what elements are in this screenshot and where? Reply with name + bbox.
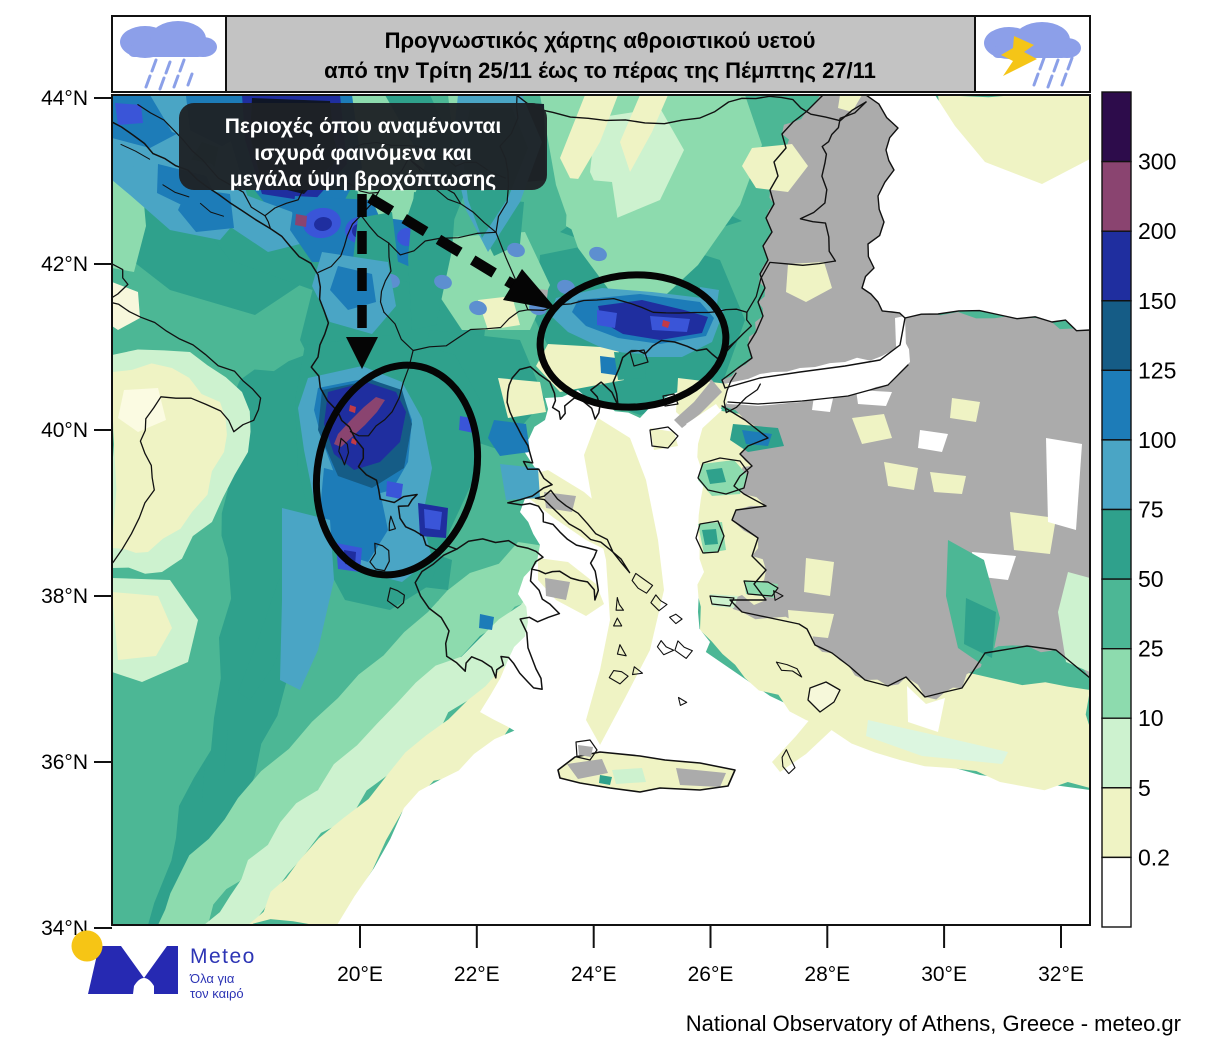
svg-text:20°E: 20°E xyxy=(337,963,383,986)
svg-text:τον καιρό: τον καιρό xyxy=(190,986,244,1001)
svg-text:32°E: 32°E xyxy=(1038,963,1084,986)
svg-text:40°N: 40°N xyxy=(41,419,88,442)
svg-text:από την Τρίτη 25/11 έως το πέρ: από την Τρίτη 25/11 έως το πέρας της Πέμ… xyxy=(324,58,876,83)
svg-text:Περιοχές όπου αναμένονται: Περιοχές όπου αναμένονται xyxy=(225,115,502,138)
svg-text:300: 300 xyxy=(1138,149,1176,175)
svg-text:44°N: 44°N xyxy=(41,87,88,110)
svg-text:26°E: 26°E xyxy=(688,963,734,986)
svg-text:0.2: 0.2 xyxy=(1138,844,1170,870)
svg-text:Meteo: Meteo xyxy=(190,945,256,968)
svg-text:5: 5 xyxy=(1138,775,1151,801)
svg-text:25: 25 xyxy=(1138,636,1164,662)
svg-text:National Observatory of Athens: National Observatory of Athens, Greece -… xyxy=(686,1011,1181,1036)
svg-text:Όλα για: Όλα για xyxy=(189,971,235,986)
svg-text:150: 150 xyxy=(1138,288,1176,314)
svg-text:36°N: 36°N xyxy=(41,751,88,774)
svg-text:50: 50 xyxy=(1138,566,1164,592)
svg-text:Προγνωστικός χάρτης αθροιστικο: Προγνωστικός χάρτης αθροιστικού υετού xyxy=(385,28,816,53)
svg-text:100: 100 xyxy=(1138,427,1176,453)
svg-text:38°N: 38°N xyxy=(41,585,88,608)
svg-text:28°E: 28°E xyxy=(804,963,850,986)
svg-text:24°E: 24°E xyxy=(571,963,617,986)
svg-text:22°E: 22°E xyxy=(454,963,500,986)
svg-text:34°N: 34°N xyxy=(41,917,88,940)
svg-text:μεγάλα ύψη βροχόπτωσης: μεγάλα ύψη βροχόπτωσης xyxy=(230,168,497,191)
svg-text:ισχυρά φαινόμενα και: ισχυρά φαινόμενα και xyxy=(254,142,472,165)
svg-text:42°N: 42°N xyxy=(41,253,88,276)
svg-text:125: 125 xyxy=(1138,357,1176,383)
svg-text:75: 75 xyxy=(1138,497,1164,523)
svg-text:10: 10 xyxy=(1138,705,1164,731)
svg-text:200: 200 xyxy=(1138,218,1176,244)
svg-text:30°E: 30°E xyxy=(921,963,967,986)
